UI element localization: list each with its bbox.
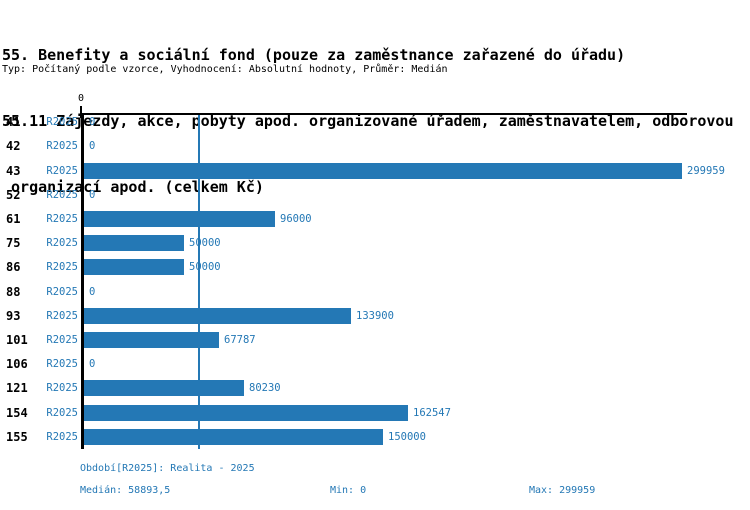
- x-axis-zero-tick-label: 0: [77, 93, 85, 104]
- row-category-label: 61: [6, 211, 21, 226]
- chart-row: 75 R2025 50000: [0, 231, 750, 255]
- x-axis-zero-tick-mark: [80, 106, 82, 118]
- chart-row: 41 R2025 0: [0, 110, 750, 134]
- value-label: 0: [89, 188, 96, 201]
- bar-rows: 41 R2025 0 42 R2025 0 43 R2025 299959 52 R2025 0 61 R…: [0, 110, 750, 449]
- value-label: 150000: [388, 430, 426, 443]
- value-label: 0: [89, 358, 96, 371]
- value-label: 50000: [189, 237, 221, 250]
- row-category-label: 86: [6, 260, 21, 275]
- report-title-line2: 55.11 Zájezdy, akce, pobyty apod. organi…: [2, 112, 734, 130]
- chart-row: 101 R2025 67787: [0, 328, 750, 352]
- row-period-label: R2025: [46, 285, 78, 298]
- footer-period: Období[R2025]: Realita - 2025: [80, 463, 255, 474]
- value-label: 0: [89, 116, 96, 129]
- report-title-line1: 55. Benefity a sociální fond (pouze za z…: [2, 46, 626, 64]
- chart-row: 93 R2025 133900: [0, 304, 750, 328]
- value-bar: [84, 428, 383, 445]
- value-bar: [84, 210, 275, 227]
- footer-min: Min: 0: [330, 485, 367, 496]
- value-bar: [84, 307, 351, 324]
- median-line: [198, 115, 200, 449]
- footer-median: Medián: 58893,5: [80, 485, 171, 496]
- value-bar: [84, 404, 408, 421]
- value-bar: [84, 235, 184, 252]
- row-category-label: 121: [6, 381, 28, 396]
- chart-row: 43 R2025 299959: [0, 158, 750, 182]
- row-period-label: R2025: [46, 334, 78, 347]
- chart-row: 154 R2025 162547: [0, 401, 750, 425]
- footer-max: Max: 299959: [529, 485, 596, 496]
- row-category-label: 42: [6, 139, 21, 154]
- row-category-label: 154: [6, 405, 28, 420]
- chart-row: 88 R2025 0: [0, 280, 750, 304]
- value-bar: [84, 332, 219, 349]
- x-axis-line: [80, 113, 687, 115]
- report-title: 55. Benefity a sociální fond (pouze za z…: [2, 0, 734, 242]
- row-period-label: R2025: [46, 116, 78, 129]
- chart-row: 155 R2025 150000: [0, 425, 750, 449]
- value-label: 67787: [224, 334, 256, 347]
- row-period-label: R2025: [46, 261, 78, 274]
- row-period-label: R2025: [46, 358, 78, 371]
- row-period-label: R2025: [46, 140, 78, 153]
- value-bar: [84, 162, 682, 179]
- chart-row: 106 R2025 0: [0, 352, 750, 376]
- value-label: 162547: [413, 406, 451, 419]
- row-period-label: R2025: [46, 382, 78, 395]
- value-label: 80230: [249, 382, 281, 395]
- chart-row: 86 R2025 50000: [0, 255, 750, 279]
- y-axis-line: [81, 113, 84, 449]
- chart-row: 61 R2025 96000: [0, 207, 750, 231]
- row-category-label: 41: [6, 115, 21, 130]
- row-period-label: R2025: [46, 164, 78, 177]
- chart-row: 52 R2025 0: [0, 183, 750, 207]
- report-title-line3: organizací apod. (celkem Kč): [2, 178, 264, 196]
- value-label: 50000: [189, 261, 221, 274]
- row-period-label: R2025: [46, 430, 78, 443]
- value-label: 0: [89, 285, 96, 298]
- row-category-label: 106: [6, 357, 28, 372]
- row-period-label: R2025: [46, 406, 78, 419]
- row-category-label: 75: [6, 236, 21, 251]
- value-label: 96000: [280, 212, 312, 225]
- row-category-label: 52: [6, 187, 21, 202]
- row-category-label: 88: [6, 284, 21, 299]
- report-subtitle: Typ: Počítaný podle vzorce, Vyhodnocení:…: [2, 64, 448, 75]
- value-label: 299959: [687, 164, 725, 177]
- value-label: 133900: [356, 309, 394, 322]
- row-period-label: R2025: [46, 188, 78, 201]
- row-period-label: R2025: [46, 212, 78, 225]
- row-category-label: 155: [6, 429, 28, 444]
- row-category-label: 101: [6, 333, 28, 348]
- row-category-label: 43: [6, 163, 21, 178]
- value-bar: [84, 259, 184, 276]
- row-category-label: 93: [6, 308, 21, 323]
- chart-row: 42 R2025 0: [0, 134, 750, 158]
- value-bar: [84, 380, 244, 397]
- value-label: 0: [89, 140, 96, 153]
- row-period-label: R2025: [46, 309, 78, 322]
- chart-row: 121 R2025 80230: [0, 376, 750, 400]
- row-period-label: R2025: [46, 237, 78, 250]
